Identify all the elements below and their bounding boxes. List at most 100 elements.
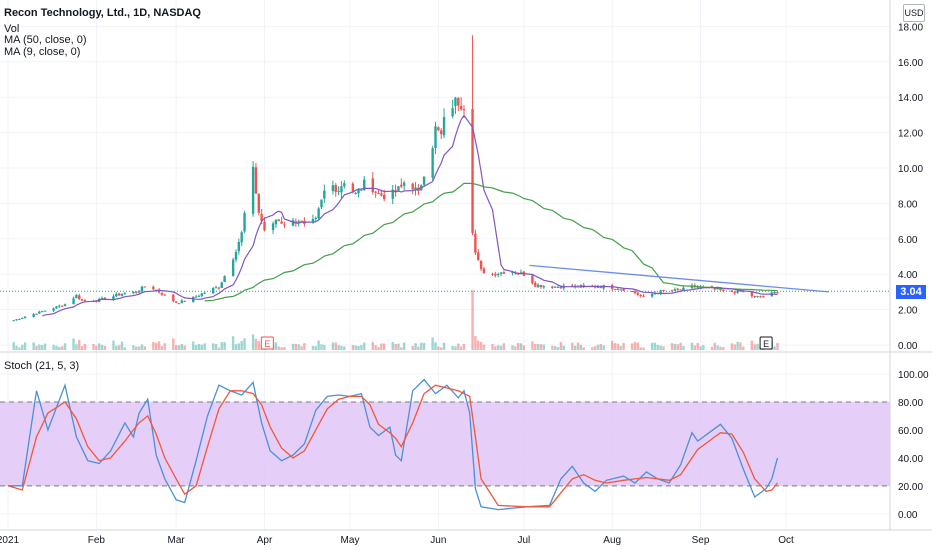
volume-bar: [536, 344, 540, 350]
candle-body: [203, 292, 206, 294]
candle-body: [633, 291, 637, 294]
volume-bar: [739, 342, 742, 350]
volume-bar: [491, 344, 494, 350]
candle-body: [479, 260, 483, 270]
volume-bar: [63, 343, 67, 350]
candle-body: [759, 296, 762, 298]
candle-body: [240, 232, 243, 243]
volume-bar: [38, 344, 41, 350]
volume-bar: [639, 347, 642, 350]
candle-body: [519, 272, 523, 274]
chart-title[interactable]: Recon Technology, Ltd., 1D, NASDAQ: [4, 7, 201, 19]
candle-body: [18, 319, 21, 321]
ma50-line: [204, 182, 778, 302]
volume-bar: [656, 345, 659, 350]
volume-bar: [514, 346, 517, 350]
volume-bar: [334, 342, 337, 350]
volume-bar: [52, 344, 55, 350]
candle-body: [214, 287, 218, 289]
volume-bar: [180, 343, 184, 350]
volume-bar: [479, 341, 483, 350]
candle-body: [280, 221, 283, 224]
candle-body: [383, 194, 386, 200]
volume-bar: [160, 346, 164, 350]
volume-bar: [212, 343, 215, 350]
candle-body: [343, 183, 346, 187]
stoch-k-line: [8, 378, 779, 511]
price-tick-label: 14.00: [898, 93, 923, 104]
volume-bar: [60, 346, 64, 350]
candle-body: [482, 268, 486, 274]
volume-bar: [539, 344, 543, 350]
candle-body: [323, 190, 326, 199]
candle-body: [636, 292, 640, 295]
volume-bar: [676, 344, 679, 350]
ma9-legend[interactable]: MA (9, close, 0): [4, 46, 81, 58]
volume-bar: [571, 342, 574, 350]
volume-bar: [670, 343, 674, 350]
volume-bar: [194, 345, 198, 350]
volume-bar: [80, 346, 84, 350]
stoch-tick-label: 20.00: [898, 482, 923, 493]
volume-bar: [237, 343, 241, 350]
volume-bar: [58, 346, 61, 350]
volume-bar: [12, 342, 15, 350]
ma50-legend[interactable]: MA (50, close, 0): [4, 34, 87, 46]
price-tick-label: 12.00: [898, 129, 923, 140]
candle-body: [673, 289, 677, 291]
candle-body: [220, 282, 223, 288]
volume-legend[interactable]: Vol: [4, 23, 20, 35]
candle-body: [274, 219, 278, 225]
candle-body: [200, 293, 203, 296]
volume-bar: [274, 342, 278, 350]
candle-body: [471, 108, 474, 234]
volume-bar: [137, 346, 141, 350]
candle-body: [180, 300, 184, 304]
currency-button[interactable]: USD: [903, 4, 925, 22]
candle-body: [499, 272, 503, 274]
volume-bar: [776, 342, 779, 350]
volume-bar: [519, 343, 523, 350]
volume-bar: [360, 344, 363, 350]
candle-body: [95, 301, 98, 303]
candle-body: [559, 286, 563, 289]
volume-bar: [713, 342, 716, 350]
stoch-tick-label: 100.00: [898, 370, 929, 381]
stoch-tick-label: 60.00: [898, 426, 923, 437]
volume-bar: [174, 345, 178, 350]
volume-bar: [397, 343, 400, 350]
candle-body: [55, 306, 58, 309]
candle-body: [15, 319, 18, 321]
volume-bar: [633, 341, 637, 350]
volume-bar: [457, 343, 460, 350]
candle-body: [123, 293, 127, 295]
candle-body: [756, 295, 759, 297]
candle-body: [314, 217, 317, 219]
volume-bar: [497, 345, 500, 350]
volume-bar: [380, 343, 383, 350]
volume-bar: [363, 342, 366, 350]
candle-body: [679, 289, 682, 291]
candle-body: [400, 184, 403, 187]
volume-bar: [35, 345, 38, 350]
volume-bar: [377, 347, 380, 350]
volume-bar: [331, 342, 335, 350]
candle-body: [491, 273, 494, 275]
candle-body: [736, 290, 739, 293]
candle-body: [78, 295, 81, 300]
candle-body: [212, 288, 215, 294]
volume-bar: [157, 341, 161, 350]
stoch-d-line: [7, 384, 779, 508]
stoch-legend[interactable]: Stoch (21, 5, 3): [4, 360, 80, 372]
candle-body: [377, 193, 380, 195]
volume-bar: [650, 342, 654, 350]
candle-body: [536, 284, 540, 287]
volume-bar: [616, 343, 620, 350]
volume-bar: [172, 338, 175, 350]
volume-bar: [280, 347, 283, 350]
volume-bar: [402, 342, 406, 350]
candle-body: [234, 252, 238, 260]
volume-bar: [23, 342, 27, 350]
volume-bar: [599, 343, 602, 350]
